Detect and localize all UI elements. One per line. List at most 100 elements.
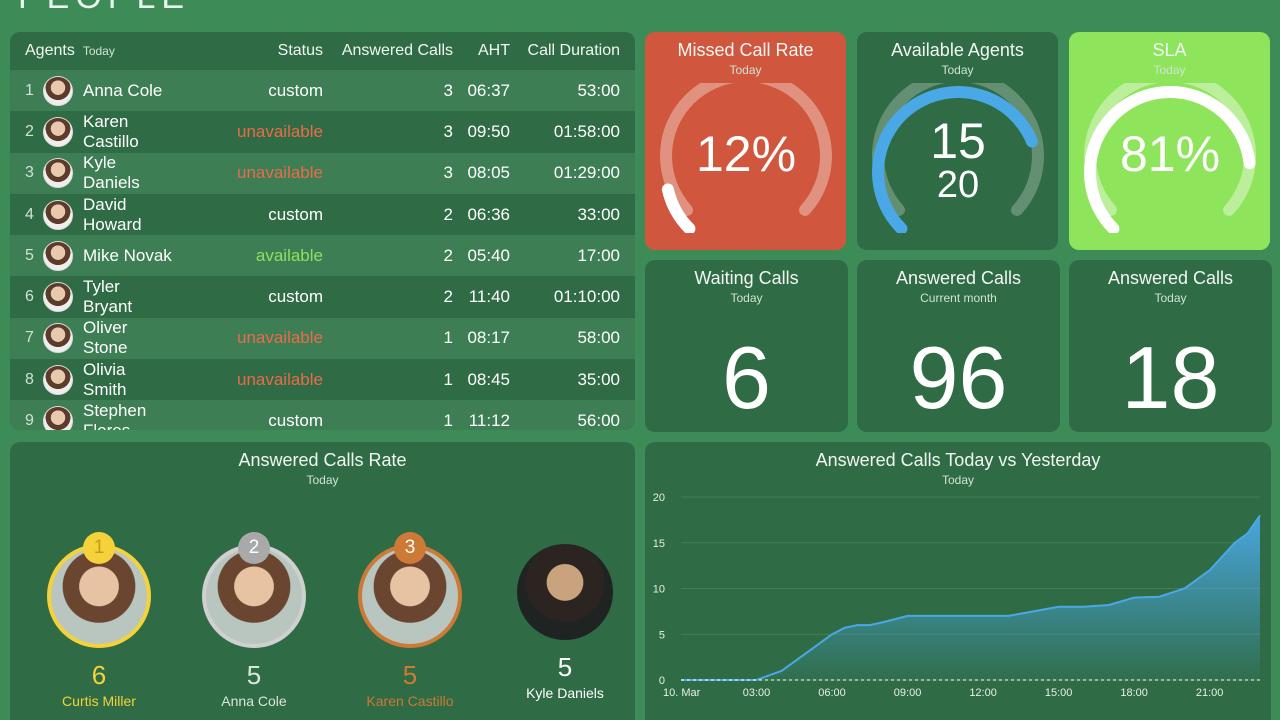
aht-value: 05:40 <box>467 245 510 265</box>
answered-calls-value: 3 <box>443 163 453 183</box>
leader-item: 1 6 Curtis Miller <box>29 532 169 709</box>
available-subtitle: Today <box>941 63 974 77</box>
answered-month-value: 96 <box>909 328 1008 427</box>
call-duration-value: 01:58:00 <box>553 121 620 141</box>
avatar <box>43 282 73 313</box>
call-duration-value: 56:00 <box>577 411 620 430</box>
table-row[interactable]: 9 Stephen Flores custom 1 11:12 56:00 <box>10 400 635 430</box>
sla-gauge: 81% <box>1083 83 1256 233</box>
agent-name: David Howard <box>83 194 142 234</box>
current-series-area <box>681 515 1260 680</box>
y-tick-label: 20 <box>653 492 665 504</box>
agents-table-header: Agents Today Status Answered Calls AHT Ca… <box>10 32 635 70</box>
avatar <box>43 240 73 271</box>
call-duration-value: 33:00 <box>577 204 620 224</box>
missed-title: Missed Call Rate <box>677 40 814 60</box>
table-row[interactable]: 2 Karen Castillo unavailable 3 09:50 01:58:00 <box>10 111 635 153</box>
avatar <box>43 75 73 106</box>
agent-status: unavailable <box>236 163 323 183</box>
agent-status: unavailable <box>236 369 323 389</box>
agent-name: Mike Novak <box>83 245 172 265</box>
agent-status: custom <box>268 411 323 430</box>
agent-status: available <box>255 245 323 265</box>
agents-table-body: 1 Anna Cole custom 3 06:37 53:00 2 Karen Castil… <box>10 70 635 430</box>
leader-score: 5 <box>402 660 418 690</box>
answered-calls-value: 2 <box>443 245 453 265</box>
answered-today-card: Answered Calls Today 18 <box>1069 260 1272 432</box>
answered-calls-chart-panel: Answered Calls Today vs Yesterday Today … <box>645 442 1271 720</box>
table-row[interactable]: 6 Tyler Bryant custom 2 11:40 01:10:00 <box>10 276 635 318</box>
agents-title: Agents <box>25 42 75 59</box>
avatar <box>43 116 73 147</box>
sla-gauge-fill <box>1083 86 1255 233</box>
agent-status: custom <box>268 80 323 100</box>
avatar <box>43 158 73 189</box>
available-total: 20 <box>936 164 978 206</box>
aht-value: 06:37 <box>467 80 510 100</box>
table-row[interactable]: 7 Oliver Stone unavailable 1 08:17 58:00 <box>10 317 635 360</box>
row-number: 4 <box>25 205 34 223</box>
call-duration-value: 01:10:00 <box>553 287 620 307</box>
agents-subtitle: Today <box>82 44 115 58</box>
answered-calls-value: 2 <box>443 204 453 224</box>
aht-column-header[interactable]: AHT <box>478 42 510 59</box>
call-duration-value: 58:00 <box>577 328 620 348</box>
row-number: 5 <box>25 246 34 264</box>
table-row[interactable]: 3 Kyle Daniels unavailable 3 08:05 01:29:00 <box>10 152 635 194</box>
answered-today-value: 18 <box>1121 328 1220 427</box>
agent-name: Olivia Smith <box>83 359 127 399</box>
avatar <box>43 364 73 395</box>
x-tick-label: 18:00 <box>1120 687 1148 699</box>
available-gauge: 15 20 <box>871 83 1044 233</box>
leader-item: 3 5 Karen Castillo <box>340 532 480 709</box>
leader-name: Anna Cole <box>221 693 287 709</box>
answered-calls-value: 1 <box>443 369 453 389</box>
missed-value: 12% <box>695 126 795 182</box>
page-title: PEOPLE <box>18 0 190 17</box>
status-column-header[interactable]: Status <box>277 42 323 59</box>
rate-subtitle: Today <box>306 473 339 487</box>
x-tick-label: 06:00 <box>818 687 846 699</box>
agent-status: unavailable <box>236 121 323 141</box>
leader-item: 5 Kyle Daniels <box>495 544 635 701</box>
leader-avatar: 1 <box>47 532 151 648</box>
y-tick-label: 15 <box>653 538 665 550</box>
agents-header-cell: Agents Today <box>25 42 173 60</box>
waiting-calls-card: Waiting Calls Today 6 <box>645 260 848 432</box>
aht-value: 09:50 <box>467 121 510 141</box>
table-row[interactable]: 1 Anna Cole custom 3 06:37 53:00 <box>10 70 635 112</box>
available-gauge-fill <box>871 86 1038 233</box>
sla-subtitle: Today <box>1153 63 1186 77</box>
current-series-line <box>681 514 1261 681</box>
table-row[interactable]: 8 Olivia Smith unavailable 1 08:45 35:00 <box>10 359 635 401</box>
table-row[interactable]: 4 David Howard custom 2 06:36 33:00 <box>10 193 635 236</box>
agent-status: unavailable <box>236 328 323 348</box>
waiting-value: 6 <box>722 328 771 427</box>
leader-score: 5 <box>246 660 262 690</box>
y-tick-label: 0 <box>659 675 665 687</box>
agent-status: custom <box>268 287 323 307</box>
missed-subtitle: Today <box>729 63 762 77</box>
sla-title: SLA <box>1152 40 1187 60</box>
missed-gauge-fill <box>661 183 695 233</box>
rate-title: Answered Calls Rate <box>238 450 407 470</box>
missed-gauge: 12% <box>659 83 832 233</box>
call-duration-value: 17:00 <box>577 245 620 265</box>
call-duration-value: 35:00 <box>577 369 620 389</box>
x-tick-label: 15:00 <box>1045 687 1073 699</box>
row-number: 2 <box>25 122 34 140</box>
avatar <box>43 406 73 430</box>
table-row[interactable]: 5 Mike Novak available 2 05:40 17:00 <box>10 235 635 277</box>
available-agents-card: Available Agents Today 15 20 <box>857 32 1058 250</box>
answered-column-header[interactable]: Answered Calls <box>341 42 453 59</box>
chart-title: Answered Calls Today vs Yesterday <box>815 450 1101 470</box>
rank-badge: 3 <box>394 532 426 564</box>
answered-calls-value: 3 <box>443 121 453 141</box>
agent-name: Tyler Bryant <box>83 277 133 317</box>
answered-calls-rate-panel: Answered Calls Rate Today 1 6 Curtis Mille… <box>10 442 635 720</box>
aht-value: 08:17 <box>467 328 510 348</box>
duration-column-header[interactable]: Call Duration <box>527 42 620 59</box>
aht-value: 06:36 <box>467 204 510 224</box>
waiting-subtitle: Today <box>730 291 763 305</box>
call-duration-value: 01:29:00 <box>553 163 620 183</box>
